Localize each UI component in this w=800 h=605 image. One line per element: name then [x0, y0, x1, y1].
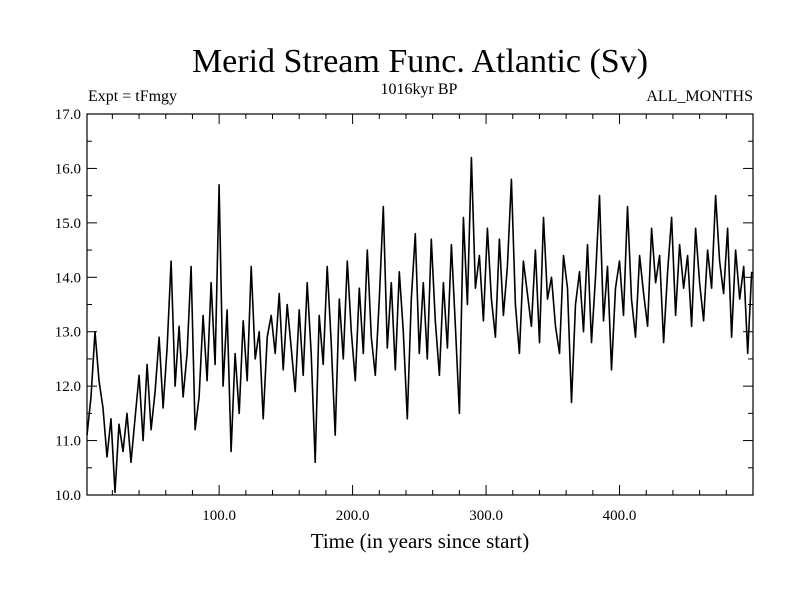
y-tick-label: 16.0 [55, 161, 81, 177]
series-line [86, 156, 753, 494]
y-tick-label: 14.0 [55, 270, 81, 286]
y-tick-label: 13.0 [55, 325, 81, 341]
x-axis-label: Time (in years since start) [311, 529, 530, 553]
chart-title: Merid Stream Func. Atlantic (Sv) [192, 43, 648, 80]
y-axis-ticks: 10.0 11.0 12.0 13.0 14.0 15.0 16.0 17.0 [55, 107, 753, 504]
y-tick-label: 15.0 [55, 216, 81, 232]
y-tick-label: 17.0 [55, 107, 81, 123]
experiment-label: Expt = tFmgy [88, 88, 177, 105]
y-tick-label: 11.0 [55, 434, 81, 450]
y-tick-label: 10.0 [55, 488, 81, 504]
y-tick-label: 12.0 [55, 379, 81, 395]
months-label: ALL_MONTHS [646, 88, 753, 105]
plot-frame [86, 113, 754, 496]
x-tick-label: 400.0 [603, 508, 637, 524]
period-label: 1016kyr BP [381, 81, 458, 98]
x-axis-ticks: 100.0 200.0 300.0 400.0 [111, 114, 727, 524]
x-tick-label: 100.0 [202, 508, 236, 524]
series-layer [86, 156, 753, 494]
x-tick-label: 300.0 [469, 508, 503, 524]
x-tick-label: 200.0 [336, 508, 370, 524]
